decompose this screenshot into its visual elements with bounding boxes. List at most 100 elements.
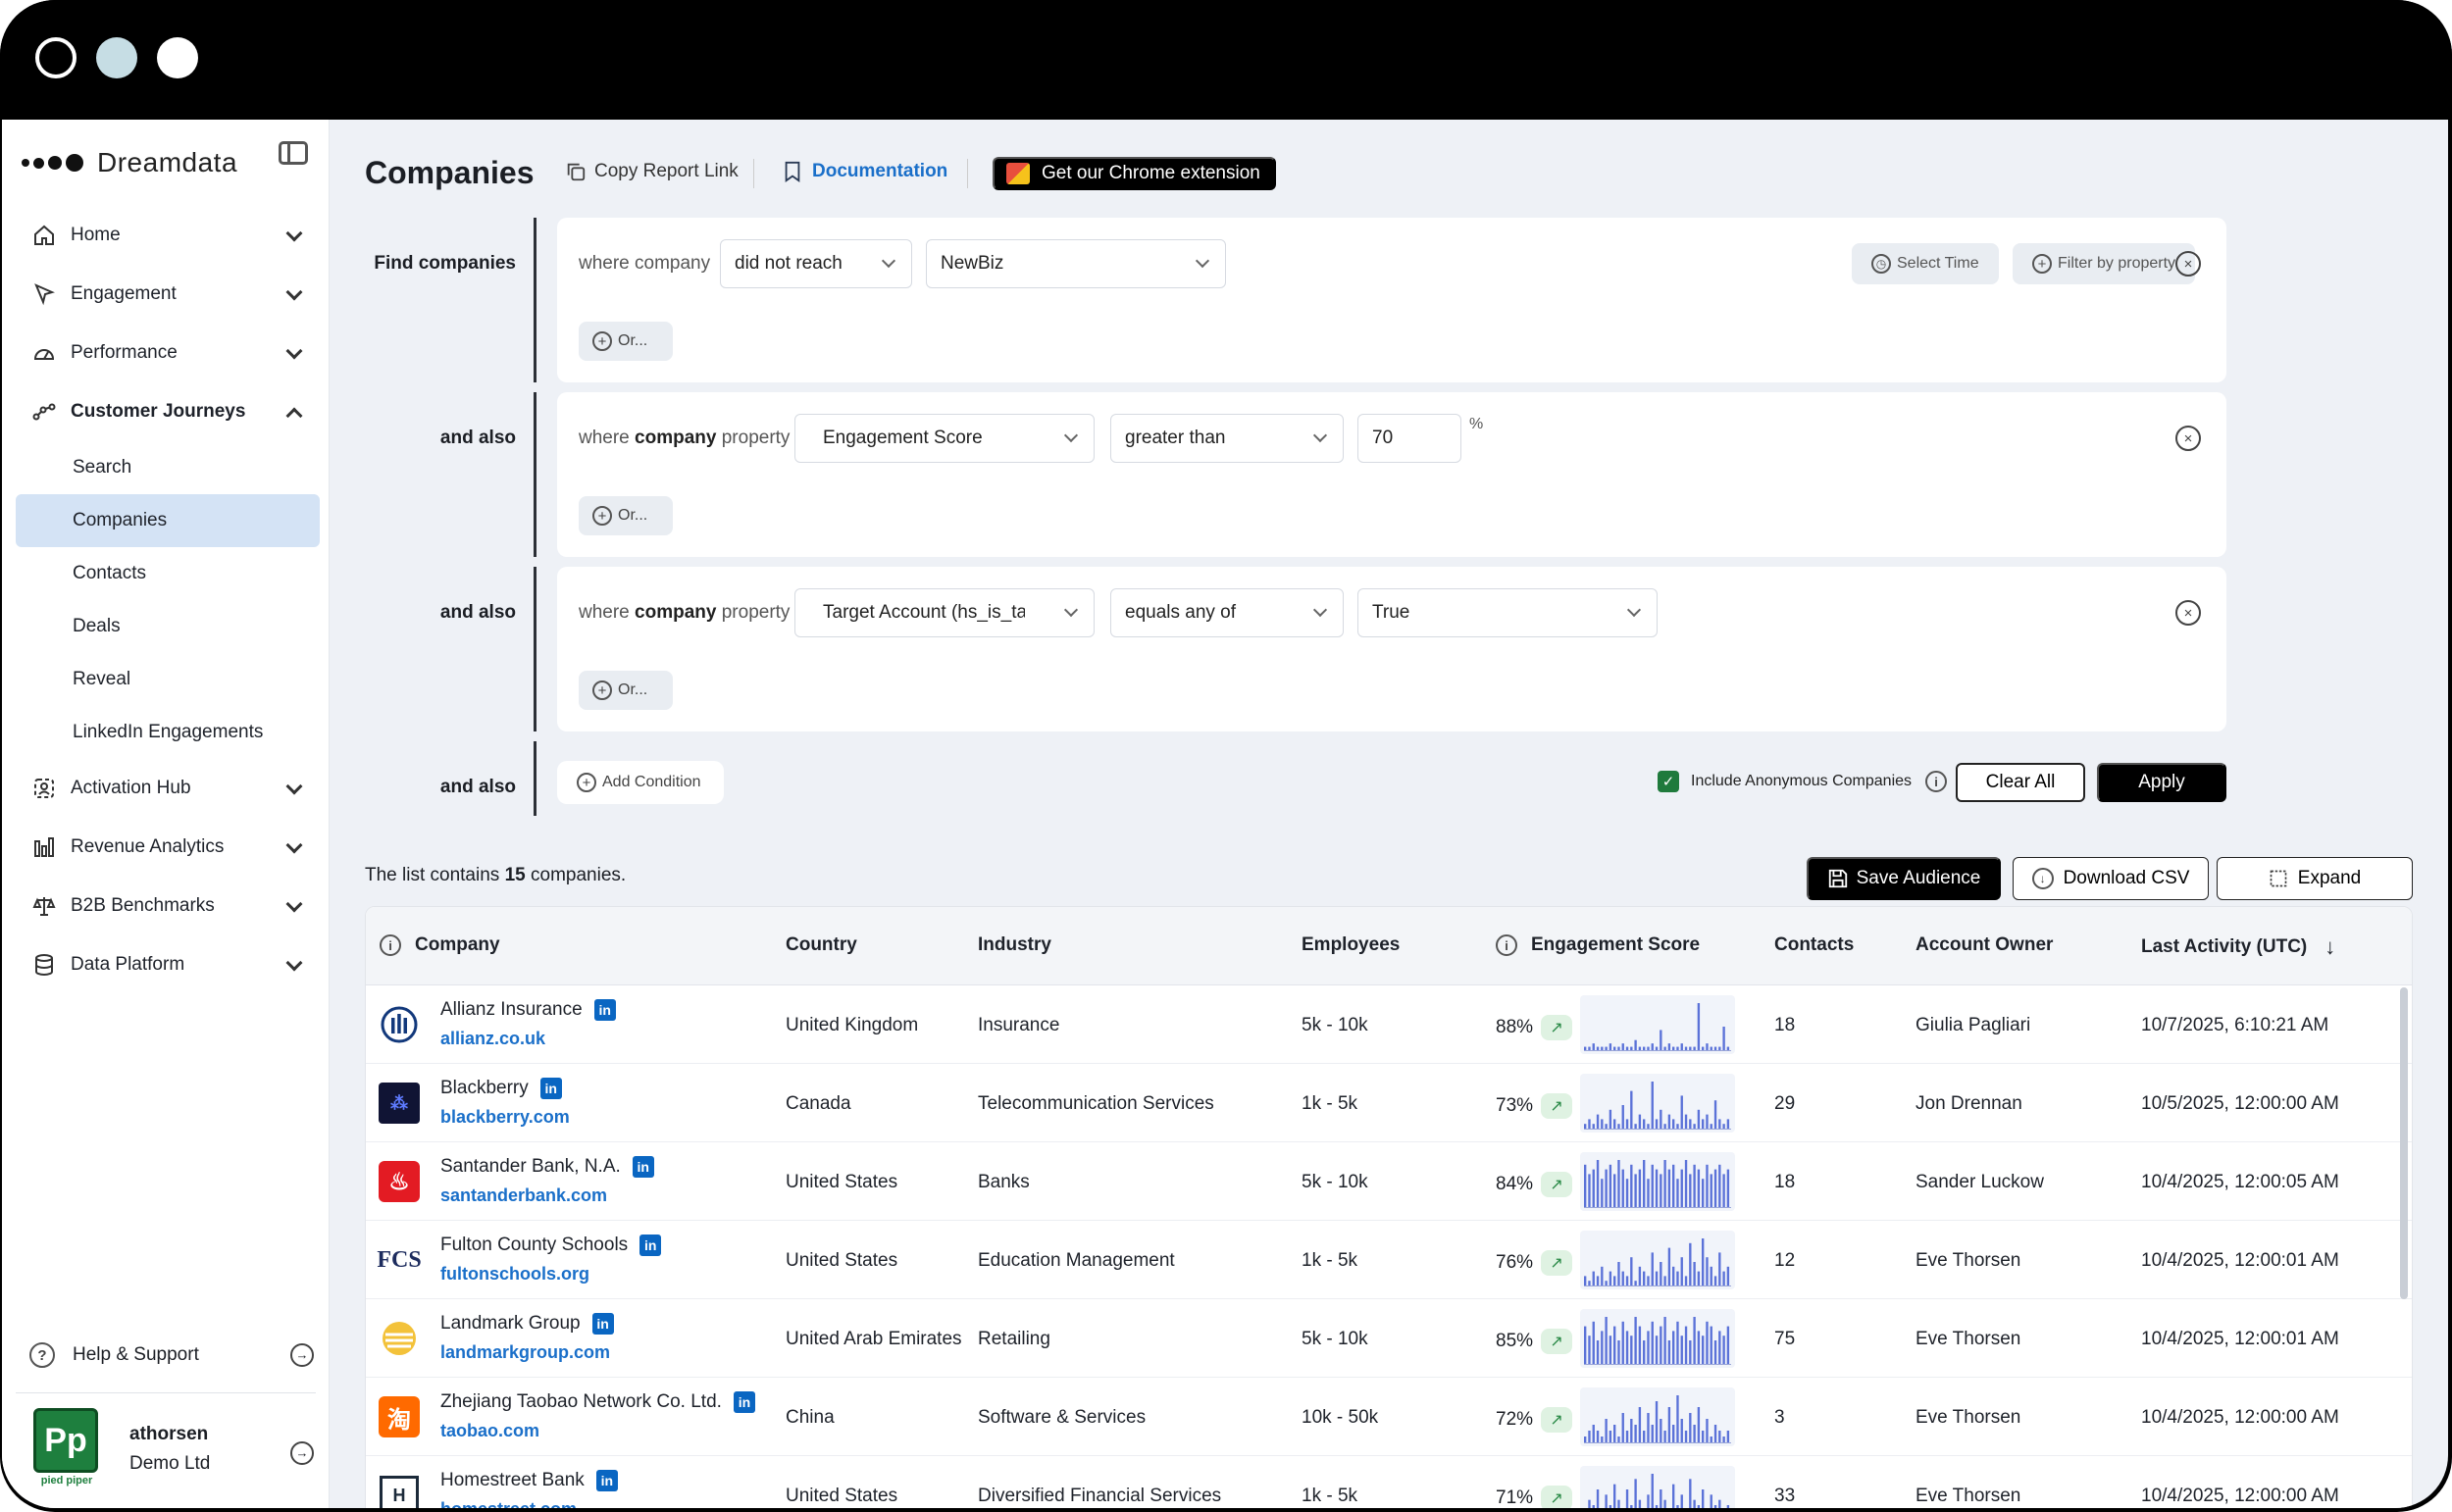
company-domain-link[interactable]: santanderbank.com bbox=[440, 1185, 608, 1205]
copy-report-link[interactable]: Copy Report Link bbox=[565, 161, 739, 182]
window-zoom-control[interactable] bbox=[157, 37, 198, 78]
add-or-button[interactable]: + Or... bbox=[579, 322, 673, 361]
window-close-control[interactable] bbox=[35, 37, 77, 78]
and-also-label: and also bbox=[439, 777, 516, 797]
column-last-activity[interactable]: Last Activity (UTC) ↓ bbox=[2141, 934, 2336, 959]
sidebar-collapse-icon[interactable] bbox=[279, 141, 308, 165]
sparkline-bar bbox=[1617, 1046, 1620, 1050]
linkedin-icon[interactable]: in bbox=[733, 1391, 755, 1413]
sparkline-bar bbox=[1651, 1321, 1654, 1364]
window-minimize-control[interactable] bbox=[96, 37, 137, 78]
clear-all-button[interactable]: Clear All bbox=[1956, 763, 2085, 802]
sparkline-bar bbox=[1680, 1169, 1683, 1207]
condition-operator-select[interactable]: did not reach bbox=[720, 239, 912, 288]
sparkline-bar bbox=[1726, 1266, 1730, 1285]
sidebar-item-customer-journeys[interactable]: Customer Journeys bbox=[16, 382, 320, 441]
company-domain-link[interactable]: fultonschools.org bbox=[440, 1264, 589, 1284]
linkedin-icon[interactable]: in bbox=[539, 1078, 562, 1099]
chrome-extension-button[interactable]: Get our Chrome extension bbox=[993, 157, 1276, 190]
sidebar-item-data-platform[interactable]: Data Platform bbox=[16, 935, 320, 994]
company-name[interactable]: Santander Bank, N.A. in bbox=[440, 1156, 654, 1178]
sidebar-item-engagement[interactable]: Engagement bbox=[16, 265, 320, 324]
sidebar-subitem-deals[interactable]: Deals bbox=[73, 616, 121, 636]
company-domain-link[interactable]: landmarkgroup.com bbox=[440, 1342, 611, 1362]
sidebar-subitem-linkedin-engagements[interactable]: LinkedIn Engagements bbox=[73, 722, 264, 742]
property-select[interactable]: Engagement Score bbox=[794, 414, 1095, 463]
sparkline-bar bbox=[1630, 1419, 1633, 1442]
company-name[interactable]: Zhejiang Taobao Network Co. Ltd. in bbox=[440, 1391, 755, 1413]
remove-condition-icon[interactable]: × bbox=[2175, 251, 2201, 277]
column-contacts[interactable]: Contacts bbox=[1774, 934, 1855, 955]
company-employees: 10k - 50k bbox=[1302, 1407, 1379, 1428]
column-company[interactable]: i Company bbox=[380, 934, 500, 956]
linkedin-icon[interactable]: in bbox=[593, 999, 616, 1021]
table-row[interactable]: Landmark Group in landmarkgroup.com United … bbox=[366, 1299, 2412, 1378]
comparison-select[interactable]: greater than bbox=[1110, 414, 1344, 463]
expand-button[interactable]: Expand bbox=[2217, 857, 2413, 900]
linkedin-icon[interactable]: in bbox=[632, 1156, 654, 1178]
help-support-link[interactable]: ? Help & Support → bbox=[29, 1336, 314, 1375]
sparkline-bar bbox=[1713, 1169, 1717, 1207]
save-audience-button[interactable]: Save Audience bbox=[1807, 857, 2001, 900]
sparkline-bar bbox=[1651, 1043, 1654, 1050]
remove-condition-icon[interactable]: × bbox=[2175, 600, 2201, 626]
sidebar-item-home[interactable]: Home bbox=[16, 206, 320, 265]
threshold-input[interactable] bbox=[1357, 414, 1461, 463]
table-row[interactable]: ♨ Santander Bank, N.A. in santanderbank.com… bbox=[366, 1142, 2412, 1221]
bar-chart-icon bbox=[31, 834, 57, 860]
column-employees[interactable]: Employees bbox=[1302, 934, 1401, 955]
company-name[interactable]: Landmark Group in bbox=[440, 1313, 614, 1335]
add-condition-button[interactable]: + Add Condition bbox=[557, 761, 724, 804]
sidebar-item-activation-hub[interactable]: Activation Hub bbox=[16, 759, 320, 818]
company-employees: 1k - 5k bbox=[1302, 1486, 1358, 1506]
column-country[interactable]: Country bbox=[786, 934, 857, 955]
sidebar-subitem-reveal[interactable]: Reveal bbox=[73, 669, 131, 689]
column-engagement-score[interactable]: i Engagement Score bbox=[1496, 934, 1700, 956]
table-row[interactable]: Allianz Insurance in allianz.co.uk United K… bbox=[366, 985, 2412, 1064]
sidebar-subitem-search[interactable]: Search bbox=[73, 457, 132, 478]
column-account-owner[interactable]: Account Owner bbox=[1916, 934, 2054, 955]
linkedin-icon[interactable]: in bbox=[595, 1470, 618, 1491]
brand-logo[interactable]: Dreamdata bbox=[22, 141, 237, 184]
add-or-button[interactable]: + Or... bbox=[579, 496, 673, 535]
condition-stage-select[interactable]: NewBiz bbox=[926, 239, 1226, 288]
company-domain-link[interactable]: homestreet.com bbox=[440, 1499, 577, 1508]
user-profile[interactable]: Pp pied piper athorsen Demo Ltd → bbox=[31, 1408, 314, 1492]
company-name[interactable]: Blackberry in bbox=[440, 1078, 562, 1099]
sidebar-item-b2b-benchmarks[interactable]: B2B Benchmarks bbox=[16, 877, 320, 935]
sparkline-bar bbox=[1702, 1431, 1705, 1442]
table-row[interactable]: FCS Fulton County Schools in fultonschools.… bbox=[366, 1221, 2412, 1299]
comparison-select[interactable]: equals any of bbox=[1110, 588, 1344, 637]
company-name[interactable]: Homestreet Bank in bbox=[440, 1470, 618, 1491]
select-time-button[interactable]: ◷ Select Time bbox=[1852, 243, 1999, 284]
sidebar-item-performance[interactable]: Performance bbox=[16, 324, 320, 382]
table-row[interactable]: ⁂ Blackberry in blackberry.com Canada Telecom… bbox=[366, 1064, 2412, 1142]
sidebar-subitem-companies[interactable]: Companies bbox=[16, 494, 320, 547]
linkedin-icon[interactable]: in bbox=[639, 1235, 662, 1256]
sidebar-item-revenue-analytics[interactable]: Revenue Analytics bbox=[16, 818, 320, 877]
company-domain-link[interactable]: taobao.com bbox=[440, 1421, 540, 1440]
filter-by-property-button[interactable]: + Filter by property bbox=[2013, 243, 2196, 284]
company-domain-link[interactable]: blackberry.com bbox=[440, 1107, 570, 1127]
include-anonymous-toggle[interactable]: ✓ Include Anonymous Companies i bbox=[1658, 771, 1948, 792]
filter-condition-3: where company property Target Account (h… bbox=[557, 567, 2226, 731]
linkedin-icon[interactable]: in bbox=[591, 1313, 614, 1335]
property-select[interactable]: Target Account (hs_is_target_account) bbox=[794, 588, 1095, 637]
sidebar-subitem-contacts[interactable]: Contacts bbox=[73, 563, 146, 583]
column-industry[interactable]: Industry bbox=[978, 934, 1051, 955]
company-name[interactable]: Fulton County Schools in bbox=[440, 1235, 662, 1256]
info-icon[interactable]: i bbox=[1925, 771, 1948, 792]
remove-condition-icon[interactable]: × bbox=[2175, 426, 2201, 451]
plus-circle-icon: + bbox=[592, 506, 612, 526]
documentation-link[interactable]: Documentation bbox=[783, 161, 947, 182]
table-row[interactable]: 淘 Zhejiang Taobao Network Co. Ltd. in taoba… bbox=[366, 1378, 2412, 1456]
include-anonymous-checkbox[interactable]: ✓ bbox=[1658, 771, 1679, 792]
company-domain-link[interactable]: allianz.co.uk bbox=[440, 1029, 546, 1048]
table-scrollbar[interactable] bbox=[2400, 987, 2408, 1299]
company-name[interactable]: Allianz Insurance in bbox=[440, 999, 616, 1021]
download-csv-button[interactable]: ↓ Download CSV bbox=[2013, 857, 2209, 900]
apply-button[interactable]: Apply bbox=[2097, 763, 2226, 802]
value-select[interactable]: True bbox=[1357, 588, 1658, 637]
add-or-button[interactable]: + Or... bbox=[579, 671, 673, 710]
